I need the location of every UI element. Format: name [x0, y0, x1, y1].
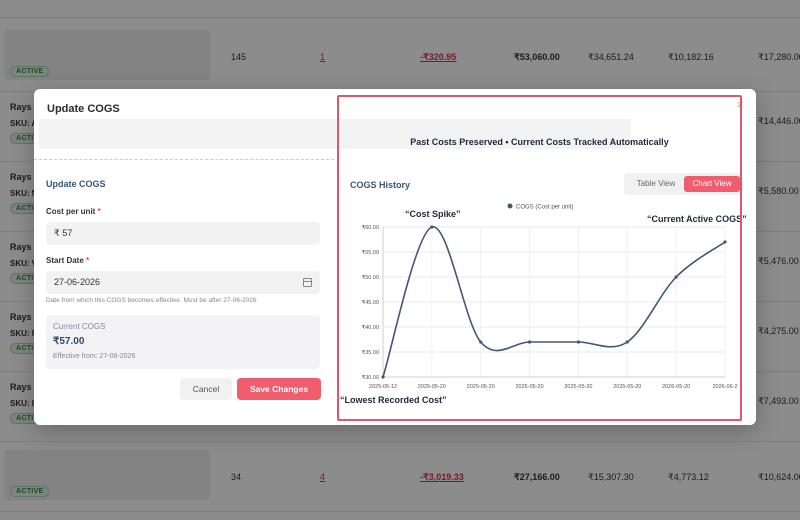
legend-label: COGS (Cost per unit): [516, 205, 573, 211]
status-badge: ACTIVE: [10, 486, 50, 497]
y-tick-label: ₹40.00: [362, 324, 379, 331]
close-icon[interactable]: ×: [736, 97, 744, 112]
product-name: Rays: [10, 312, 32, 322]
x-tick-label: 2025-05-20: [564, 384, 592, 390]
profit-cell: ₹10,182.16: [668, 52, 714, 62]
required-mark: *: [97, 207, 101, 216]
amount-cell: ₹17,280.00: [758, 52, 800, 62]
amount-cell: ₹14,446.00: [758, 116, 800, 126]
annotation-lowest-cost: “Lowest Recorded Cost”: [340, 395, 447, 405]
current-cogs-effective-date: Effective from: 27-06-2026: [53, 353, 136, 360]
data-point: [381, 375, 385, 379]
current-cogs-card: Current COGS ₹57.00 Effective from: 27-0…: [46, 315, 320, 369]
calendar-icon[interactable]: [303, 278, 312, 287]
x-tick-label: 2025-05-20: [467, 384, 495, 390]
y-tick-label: ₹35.00: [362, 349, 379, 356]
section-divider: [34, 159, 334, 160]
cogs-history-title: COGS History: [350, 180, 411, 190]
data-point: [674, 275, 678, 279]
cost-cell: ₹34,651.24: [588, 52, 634, 62]
x-tick-label: 2025-05-20: [418, 384, 446, 390]
legend-marker: [507, 203, 513, 209]
loss-link[interactable]: -₹320.95: [420, 52, 457, 62]
product-name: Rays: [10, 242, 32, 252]
revenue-cell: ₹53,060.00: [514, 52, 560, 62]
annotation-cost-spike: “Cost Spike”: [405, 209, 461, 219]
start-date-label-text: Start Date: [46, 256, 84, 265]
y-tick-label: ₹60.00: [362, 224, 379, 231]
amount-cell: ₹10,624.00: [758, 472, 800, 482]
form-section-title: Update COGS: [46, 179, 106, 189]
y-tick-label: ₹45.00: [362, 299, 379, 306]
profit-cell: ₹4,773.12: [668, 472, 709, 482]
y-tick-label: ₹30.00: [362, 374, 379, 381]
product-sku: SKU: A: [10, 119, 38, 128]
y-tick-label: ₹55.00: [362, 249, 379, 256]
product-sku: SKU: F: [10, 329, 37, 338]
cogs-history-chart: ₹30.00 ₹35.00 ₹40.00 ₹45.00 ₹50.00 ₹55.00 ₹60.…: [362, 203, 738, 390]
update-cogs-modal: Update COGS × Update COGS Cost per unit …: [34, 89, 756, 425]
revenue-cell: ₹27,166.00: [514, 472, 560, 482]
amount-cell: ₹4,275.00: [758, 326, 799, 336]
product-name: Rays: [10, 382, 32, 392]
start-date-hint: Date from which this COGS becomes effect…: [46, 297, 257, 304]
cost-per-unit-label-text: Cost per unit: [46, 207, 96, 216]
table-view-tab[interactable]: Table View: [636, 179, 676, 188]
table-row[interactable]: [0, 0, 800, 18]
x-tick-label: 2025-05-20: [613, 384, 641, 390]
status-badge: ACTIVE: [10, 66, 50, 77]
data-point: [625, 340, 629, 344]
cost-per-unit-label: Cost per unit *: [46, 207, 101, 216]
amount-cell: ₹7,493.00: [758, 396, 799, 406]
loading-skeleton-bar: [39, 119, 631, 149]
data-point: [576, 340, 581, 344]
product-name: Rays: [10, 172, 32, 182]
cancel-button[interactable]: Cancel: [180, 378, 232, 400]
quantity-cell: 145: [231, 52, 247, 62]
x-tick-label: 2025-05-12: [369, 384, 397, 390]
orders-link[interactable]: 1: [320, 52, 326, 62]
data-point: [723, 240, 727, 244]
current-cogs-value: ₹57.00: [53, 336, 85, 347]
start-date-label: Start Date *: [46, 256, 89, 265]
product-name: Rays: [10, 102, 32, 112]
product-sku: SKU: V: [10, 259, 38, 268]
data-point: [479, 340, 483, 344]
start-date-input[interactable]: 27-06-2026: [46, 271, 320, 294]
history-banner: Past Costs Preserved • Current Costs Tra…: [410, 137, 669, 147]
product-sku: SKU: I: [10, 399, 34, 408]
modal-title: Update COGS: [47, 103, 120, 115]
annotation-current-active: “Current Active COGS”: [647, 214, 747, 224]
start-date-value: 27-06-2026: [54, 277, 101, 287]
cost-per-unit-value: ₹ 57: [54, 228, 73, 238]
required-mark: *: [86, 256, 90, 265]
chart-view-tab[interactable]: Chart View: [684, 176, 740, 192]
y-tick-label: ₹50.00: [362, 274, 379, 281]
cost-cell: ₹15,307.30: [588, 472, 634, 482]
amount-cell: ₹5,580.00: [758, 186, 799, 196]
loss-link[interactable]: -₹3,019.33: [420, 472, 464, 482]
table-row[interactable]: ACTIVE 34 4 -₹3,019.33 ₹27,166.00 ₹15,307.30 ₹…: [0, 442, 800, 512]
x-tick-label: 2026-06-2: [712, 384, 737, 390]
product-sku: SKU: N: [10, 189, 38, 198]
save-changes-button[interactable]: Save Changes: [237, 378, 321, 400]
quantity-cell: 34: [231, 472, 242, 482]
x-tick-label: 2026-05-20: [662, 384, 690, 390]
amount-cell: ₹5,476.00: [758, 256, 799, 266]
cost-per-unit-input[interactable]: ₹ 57: [46, 222, 320, 245]
view-toggle: Table View Chart View: [624, 173, 742, 195]
current-cogs-label: Current COGS: [53, 322, 106, 331]
data-point: [430, 225, 434, 229]
x-tick-label: 2025-05-20: [516, 384, 544, 390]
data-point: [527, 340, 532, 344]
table-row[interactable]: ACTIVE 145 1 -₹320.95 ₹53,060.00 ₹34,651.24 ₹1…: [0, 22, 800, 92]
orders-link[interactable]: 4: [320, 472, 326, 482]
